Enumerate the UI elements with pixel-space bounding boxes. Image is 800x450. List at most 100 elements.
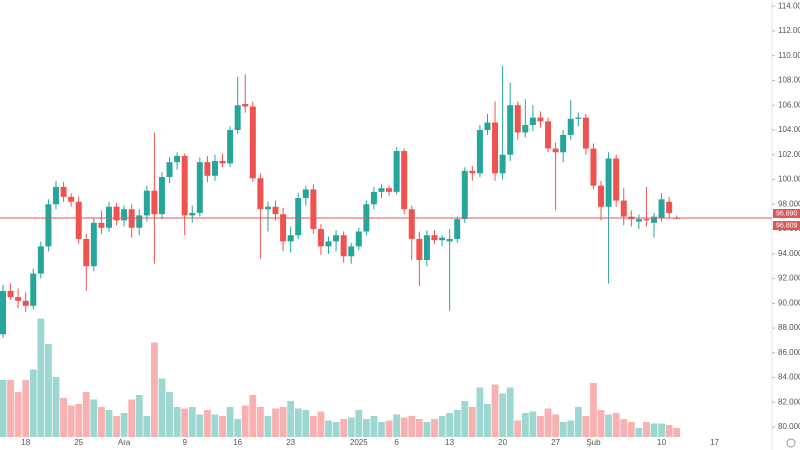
y-tick-label: 98.000 xyxy=(778,199,800,208)
volume-bar xyxy=(393,414,401,437)
volume-bar xyxy=(627,422,635,437)
volume-bar xyxy=(203,410,211,437)
candle-body xyxy=(257,178,264,210)
volume-bar xyxy=(7,380,14,437)
candle-body xyxy=(393,151,400,192)
volume-bar xyxy=(188,407,196,437)
volume-bar xyxy=(287,401,295,437)
volume-bar xyxy=(658,423,665,437)
candle-body xyxy=(605,158,612,207)
volume-bar xyxy=(29,369,37,437)
candle-body xyxy=(249,106,256,179)
candle-body xyxy=(408,209,415,239)
volume-bar xyxy=(98,407,105,437)
volume-bar xyxy=(552,414,560,437)
candle-body xyxy=(529,117,536,126)
candle-body xyxy=(90,222,97,267)
x-tick-label: 6 xyxy=(394,438,399,447)
candle-body xyxy=(151,190,158,215)
volume-bar xyxy=(309,416,317,437)
candle-body xyxy=(310,189,317,230)
candle-body xyxy=(560,134,567,153)
volume-bar xyxy=(605,414,612,437)
volume-bar xyxy=(226,407,234,437)
y-tick-label: 94.000 xyxy=(778,249,800,258)
x-tick-label: 25 xyxy=(74,438,83,447)
volume-bar xyxy=(279,407,287,437)
volume-bar xyxy=(45,344,52,437)
x-tick-label: 9 xyxy=(182,438,187,447)
volume-bar xyxy=(272,408,279,437)
candle-body xyxy=(423,235,430,260)
volume-bar xyxy=(347,417,355,437)
y-tick-label: 108.000 xyxy=(778,76,800,85)
y-tick-label: 114.000 xyxy=(778,1,800,10)
volume-bar xyxy=(643,422,650,437)
candle-body xyxy=(461,170,468,220)
volume-bar xyxy=(574,407,582,437)
candle-body xyxy=(567,118,574,135)
candle-body xyxy=(446,238,453,242)
candle-body xyxy=(105,206,112,228)
volume-bar xyxy=(332,422,340,437)
volume-bar xyxy=(400,417,408,437)
settings-icon[interactable] xyxy=(786,438,796,448)
candle-body xyxy=(158,177,165,215)
volume-bar xyxy=(249,395,257,437)
candle-body xyxy=(476,129,483,174)
candle-body xyxy=(635,219,642,222)
volume-bar xyxy=(431,419,438,437)
candle-body xyxy=(60,186,67,197)
volume-bar xyxy=(120,413,128,437)
candle-body xyxy=(386,188,393,192)
candle-body xyxy=(272,206,279,215)
volume-bar xyxy=(559,422,567,437)
volume-bar xyxy=(113,416,120,437)
volume-bar xyxy=(514,420,522,437)
volume-bar xyxy=(650,423,658,437)
candle-body xyxy=(113,206,120,221)
volume-bar xyxy=(597,410,605,437)
volume-bar xyxy=(340,419,348,437)
volume-bar xyxy=(128,399,136,437)
y-tick-label: 100.000 xyxy=(778,175,800,184)
candle-body xyxy=(264,206,271,210)
candle-body xyxy=(582,117,589,149)
candle-body xyxy=(280,214,287,242)
volume-bar xyxy=(620,419,628,437)
volume-bar xyxy=(476,387,484,437)
volume-bar xyxy=(37,318,45,437)
x-tick-label: 13 xyxy=(445,438,454,447)
volume-bar xyxy=(90,399,98,437)
candle-body xyxy=(98,222,105,228)
volume-bar xyxy=(665,425,673,437)
candle-body xyxy=(484,122,491,130)
volume-bar xyxy=(219,416,226,437)
candle-body xyxy=(643,219,650,221)
price-label-box xyxy=(773,221,800,231)
x-tick-label: 2025 xyxy=(350,438,368,447)
y-tick-label: 102.000 xyxy=(778,150,800,159)
candle-body xyxy=(325,241,332,247)
candle-body xyxy=(355,231,362,247)
y-tick-label: 80.000 xyxy=(778,422,800,431)
volume-bar xyxy=(75,404,83,437)
volume-bar xyxy=(52,377,60,437)
candle-body xyxy=(7,290,14,298)
candle-body xyxy=(651,216,658,223)
candle-body xyxy=(590,148,597,186)
candle-body xyxy=(219,160,226,164)
x-tick-label: 20 xyxy=(498,438,507,447)
candle-body xyxy=(227,129,234,164)
x-tick-label: 10 xyxy=(657,438,666,447)
candle-body xyxy=(416,238,423,260)
y-tick-label: 92.000 xyxy=(778,274,800,283)
volume-bar xyxy=(294,408,302,437)
candle-body xyxy=(30,273,37,306)
volume-bar xyxy=(612,413,620,437)
candle-body xyxy=(340,235,347,257)
volume-bar xyxy=(673,428,681,437)
candle-body xyxy=(204,162,211,176)
price-label: 96.809 xyxy=(776,223,798,230)
